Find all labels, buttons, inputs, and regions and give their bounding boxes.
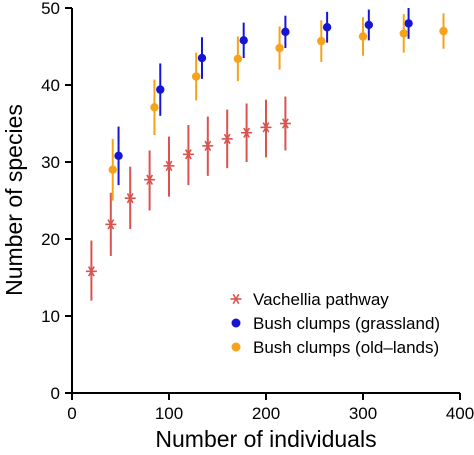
point-s1-10 [260, 122, 272, 133]
series-3 [108, 13, 448, 201]
point-s3-4 [233, 54, 243, 64]
x-tick-label-400: 400 [446, 404, 474, 423]
legend-label-1: Vachellia pathway [253, 290, 389, 309]
point-s1-8 [221, 133, 233, 145]
point-s3-6 [317, 36, 326, 46]
point-s1-11 [279, 118, 291, 129]
point-s2-8 [404, 19, 413, 28]
point-s2-6 [322, 23, 332, 32]
point-s2-7 [364, 20, 374, 30]
series-2 [114, 8, 413, 186]
point-s2-5 [281, 27, 290, 37]
point-s2-4 [239, 36, 248, 45]
point-s3-2 [150, 103, 159, 112]
y-tick-label-20: 20 [41, 230, 60, 249]
point-s3-1 [108, 165, 117, 174]
series-1 [85, 96, 291, 301]
point-s2-2 [156, 85, 165, 94]
legend: Vachellia pathway Bush clumps (grassland)… [230, 290, 440, 357]
point-s1-1 [85, 266, 97, 277]
point-s3-9 [439, 26, 448, 36]
y-tick-label-0: 0 [51, 384, 60, 403]
point-s1-5 [163, 160, 175, 172]
legend-marker-3 [231, 342, 241, 352]
point-s3-3 [191, 72, 201, 81]
legend-marker-1 [230, 293, 242, 305]
point-s1-7 [202, 140, 214, 151]
x-tick-label-100: 100 [155, 404, 183, 423]
point-s3-5 [275, 43, 284, 53]
y-ticks: 0 10 20 30 40 50 [41, 0, 72, 403]
x-axis-title: Number of individuals [155, 426, 376, 452]
y-tick-label-50: 50 [41, 0, 60, 18]
point-s2-1 [114, 151, 123, 161]
point-s3-7 [358, 32, 368, 41]
legend-label-2: Bush clumps (grassland) [253, 314, 440, 333]
x-tick-label-200: 200 [252, 404, 280, 423]
x-tick-label-300: 300 [349, 404, 377, 423]
point-s1-4 [144, 174, 156, 185]
y-tick-label-10: 10 [41, 307, 60, 326]
y-tick-label-40: 40 [41, 76, 60, 95]
legend-label-3: Bush clumps (old–lands) [253, 338, 439, 357]
point-s1-6 [182, 149, 194, 160]
y-tick-label-30: 30 [41, 153, 60, 172]
point-s1-3 [124, 193, 136, 204]
y-axis-title: Number of species [1, 104, 27, 296]
point-s3-8 [399, 29, 408, 38]
point-s1-9 [241, 127, 253, 138]
point-s1-2 [105, 219, 117, 230]
legend-marker-2 [231, 318, 241, 328]
x-ticks: 0 100 200 300 400 [67, 393, 474, 423]
plot-area [85, 8, 448, 301]
point-s2-3 [197, 53, 207, 63]
x-tick-label-0: 0 [67, 404, 76, 423]
